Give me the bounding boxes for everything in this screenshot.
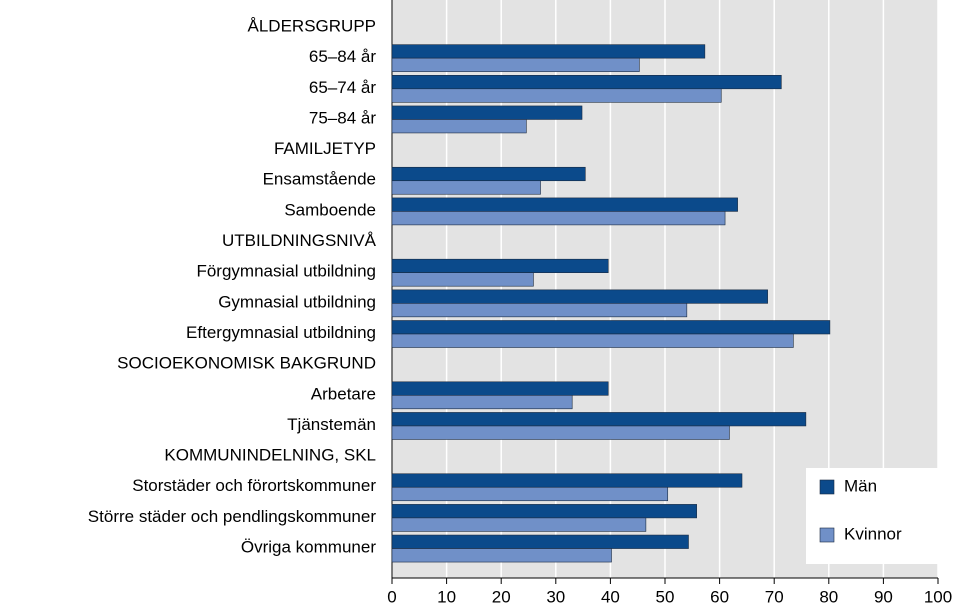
bar bbox=[391, 166, 586, 182]
bar bbox=[391, 412, 807, 427]
bar bbox=[391, 303, 688, 318]
x-tick-label: 30 bbox=[546, 587, 565, 606]
y-tick-label: Större städer och pendlingskommuner bbox=[88, 507, 377, 526]
bar bbox=[391, 258, 609, 274]
y-tick-label: Tjänstemän bbox=[287, 415, 376, 434]
bar bbox=[391, 333, 794, 348]
bar bbox=[391, 425, 730, 440]
y-tick-label: 65–74 år bbox=[309, 78, 376, 97]
y-tick-label: Samboende bbox=[284, 200, 376, 219]
x-tick-label: 10 bbox=[437, 587, 456, 606]
y-tick-label: Ensamstående bbox=[263, 170, 376, 189]
bar bbox=[391, 119, 527, 134]
bar bbox=[391, 197, 738, 212]
bar bbox=[391, 504, 697, 519]
legend-label: Män bbox=[844, 476, 877, 495]
y-tick-label: ÅLDERSGRUPP bbox=[248, 16, 376, 35]
y-tick-label: Arbetare bbox=[311, 384, 376, 403]
y-tick-label: FAMILJETYP bbox=[274, 139, 376, 158]
x-tick-label: 60 bbox=[710, 587, 729, 606]
bar bbox=[391, 211, 726, 226]
x-tick-label: 20 bbox=[492, 587, 511, 606]
bar bbox=[391, 381, 609, 396]
bar bbox=[391, 548, 612, 563]
bar bbox=[391, 534, 689, 549]
x-tick-label: 90 bbox=[874, 587, 893, 606]
y-tick-label: Förgymnasial utbildning bbox=[196, 262, 376, 281]
bar bbox=[391, 486, 669, 502]
bar bbox=[391, 75, 782, 90]
y-tick-label: SOCIOEKONOMISK BAKGRUND bbox=[117, 354, 376, 373]
legend-label: Kvinnor bbox=[844, 524, 902, 543]
bar bbox=[391, 517, 647, 532]
x-tick-label: 40 bbox=[601, 587, 620, 606]
bar bbox=[391, 105, 583, 120]
bar bbox=[391, 57, 640, 72]
x-tick-label: 70 bbox=[765, 587, 784, 606]
y-tick-label: Gymnasial utbildning bbox=[218, 292, 376, 311]
y-tick-label: Övriga kommuner bbox=[241, 538, 376, 557]
bar bbox=[391, 289, 768, 304]
x-tick-label: 100 bbox=[924, 587, 952, 606]
bar bbox=[391, 180, 541, 195]
y-tick-label: 65–84 år bbox=[309, 47, 376, 66]
y-tick-label: KOMMUNINDELNING, SKL bbox=[164, 446, 376, 465]
bar bbox=[391, 473, 743, 488]
legend-swatch bbox=[819, 479, 835, 495]
x-tick-label: 0 bbox=[387, 587, 396, 606]
bar bbox=[391, 272, 534, 287]
bar bbox=[391, 88, 722, 103]
bar bbox=[391, 44, 706, 59]
y-tick-label: Storstäder och förortskommuner bbox=[132, 476, 376, 495]
y-tick-label: 75–84 år bbox=[309, 108, 376, 127]
bar bbox=[391, 394, 573, 410]
x-tick-label: 50 bbox=[656, 587, 675, 606]
bar bbox=[391, 320, 831, 335]
y-tick-label: Eftergymnasial utbildning bbox=[186, 323, 376, 342]
legend-swatch bbox=[819, 527, 835, 543]
y-tick-label: UTBILDNINGSNIVÅ bbox=[222, 231, 377, 250]
x-tick-label: 80 bbox=[819, 587, 838, 606]
